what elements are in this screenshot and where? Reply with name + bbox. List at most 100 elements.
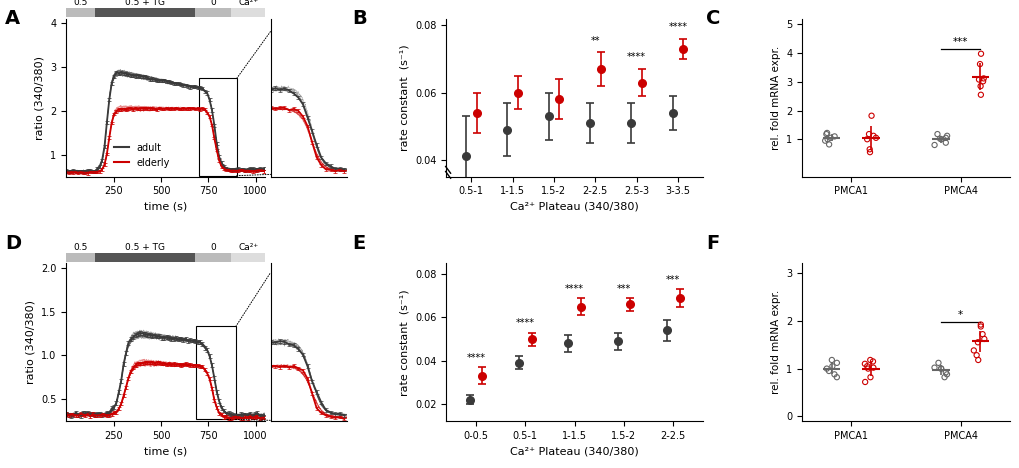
- Text: ***: ***: [616, 284, 631, 293]
- Text: ****: ****: [565, 284, 584, 293]
- Point: [965, 347, 981, 354]
- Point: [931, 135, 948, 142]
- Point: [936, 369, 953, 376]
- Point: [817, 131, 834, 138]
- Point: [969, 356, 985, 364]
- Point: [825, 371, 842, 378]
- Point: [827, 373, 844, 381]
- Bar: [95, 8, 195, 17]
- Point: [858, 362, 874, 370]
- Point: [925, 141, 942, 149]
- Point: [974, 75, 990, 82]
- Point: [827, 359, 844, 366]
- Text: ***: ***: [952, 37, 967, 47]
- Point: [932, 365, 949, 373]
- Text: Ca²⁺: Ca²⁺: [237, 0, 258, 7]
- Point: [969, 338, 985, 346]
- Bar: [231, 253, 265, 262]
- Bar: [66, 8, 95, 17]
- Y-axis label: rate constant  (s⁻¹): rate constant (s⁻¹): [399, 44, 410, 151]
- Text: D: D: [5, 234, 21, 253]
- Point: [972, 91, 988, 98]
- Bar: [195, 8, 231, 17]
- Point: [973, 330, 989, 338]
- Text: 0.5 + TG: 0.5 + TG: [124, 0, 165, 7]
- Text: ****: ****: [466, 353, 485, 363]
- Point: [861, 148, 877, 156]
- Text: **: **: [590, 36, 599, 45]
- Point: [818, 136, 835, 143]
- Point: [972, 50, 988, 58]
- Bar: [195, 253, 231, 262]
- Point: [862, 112, 878, 119]
- Point: [935, 373, 952, 381]
- Point: [974, 78, 990, 85]
- Point: [928, 131, 945, 138]
- Y-axis label: rel. fold mRNA expr.: rel. fold mRNA expr.: [770, 290, 780, 395]
- Point: [971, 82, 987, 90]
- Text: E: E: [352, 234, 365, 253]
- Text: ****: ****: [667, 22, 687, 32]
- Point: [861, 373, 877, 381]
- Point: [864, 364, 880, 372]
- Point: [860, 131, 876, 138]
- Point: [936, 139, 953, 146]
- Point: [861, 146, 877, 153]
- Point: [932, 365, 949, 373]
- Text: B: B: [352, 9, 366, 29]
- Point: [816, 137, 833, 145]
- Point: [936, 134, 953, 141]
- Text: *: *: [957, 310, 962, 320]
- Text: ****: ****: [627, 52, 646, 62]
- Point: [938, 132, 955, 139]
- Point: [858, 136, 874, 143]
- Bar: [231, 8, 265, 17]
- Bar: [66, 253, 95, 262]
- Text: ****: ****: [516, 318, 534, 328]
- Y-axis label: ratio (340/380): ratio (340/380): [35, 56, 45, 139]
- Point: [823, 356, 840, 364]
- X-axis label: Ca²⁺ Plateau (340/380): Ca²⁺ Plateau (340/380): [510, 446, 639, 456]
- Point: [972, 321, 988, 329]
- X-axis label: time (s): time (s): [144, 446, 187, 456]
- Point: [970, 76, 986, 83]
- Y-axis label: rate constant  (s⁻¹): rate constant (s⁻¹): [399, 289, 410, 395]
- Text: Ca²⁺: Ca²⁺: [237, 243, 258, 252]
- Text: A: A: [5, 9, 20, 29]
- Point: [820, 367, 837, 375]
- Point: [864, 132, 880, 139]
- Point: [861, 356, 877, 364]
- Text: 0: 0: [210, 0, 216, 7]
- Point: [867, 134, 883, 141]
- Point: [825, 132, 842, 140]
- Point: [975, 335, 991, 343]
- Bar: [199, 78, 236, 176]
- Text: F: F: [705, 234, 718, 253]
- Point: [856, 360, 872, 367]
- Text: ***: ***: [665, 275, 680, 285]
- Point: [864, 358, 880, 365]
- Point: [818, 365, 835, 373]
- Point: [971, 60, 987, 68]
- Point: [859, 365, 875, 373]
- Point: [856, 378, 872, 386]
- Point: [925, 364, 942, 372]
- Bar: [196, 327, 235, 419]
- Bar: [95, 253, 195, 262]
- Point: [818, 129, 835, 137]
- X-axis label: Ca²⁺ Plateau (340/380): Ca²⁺ Plateau (340/380): [510, 202, 639, 212]
- Text: 0: 0: [210, 243, 216, 252]
- Point: [932, 136, 949, 143]
- Point: [823, 362, 840, 370]
- Point: [821, 134, 838, 141]
- Text: 0.5 + TG: 0.5 + TG: [124, 243, 165, 252]
- Point: [967, 351, 983, 359]
- Legend: adult, elderly: adult, elderly: [110, 139, 173, 171]
- Point: [937, 371, 954, 378]
- Y-axis label: ratio (340/380): ratio (340/380): [25, 300, 36, 384]
- Text: 0.5: 0.5: [73, 243, 88, 252]
- X-axis label: time (s): time (s): [144, 202, 187, 212]
- Point: [929, 359, 946, 366]
- Point: [820, 141, 837, 148]
- Point: [972, 323, 988, 330]
